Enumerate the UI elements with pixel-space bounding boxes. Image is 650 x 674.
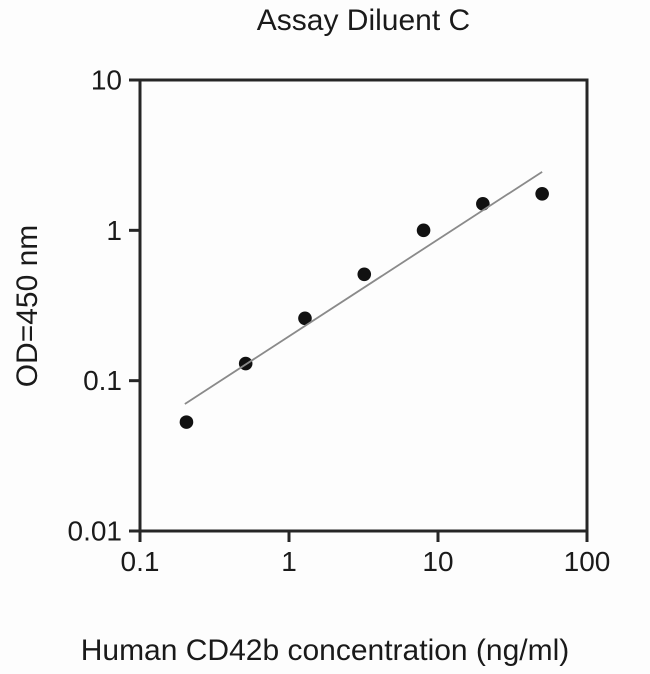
x-tick-label: 100 <box>564 546 611 577</box>
chart-title: Assay Diluent C <box>256 4 471 37</box>
y-tick-label: 0.1 <box>83 365 122 396</box>
data-point <box>298 311 312 326</box>
data-point <box>416 223 431 238</box>
y-tick-label: 0.01 <box>68 516 123 547</box>
data-point <box>179 415 194 429</box>
x-axis-label: Human CD42b concentration (ng/ml) <box>80 634 570 667</box>
x-tick-label: 10 <box>422 546 453 577</box>
data-point <box>535 186 549 201</box>
data-point <box>476 197 490 211</box>
y-tick-label: 10 <box>91 65 122 96</box>
x-tick-label: 1 <box>281 546 297 577</box>
data-point <box>357 267 372 282</box>
y-tick-label: 1 <box>106 215 122 246</box>
axes-frame <box>138 78 589 533</box>
x-tick-label: 0.1 <box>121 546 160 577</box>
fit-line <box>184 171 543 405</box>
